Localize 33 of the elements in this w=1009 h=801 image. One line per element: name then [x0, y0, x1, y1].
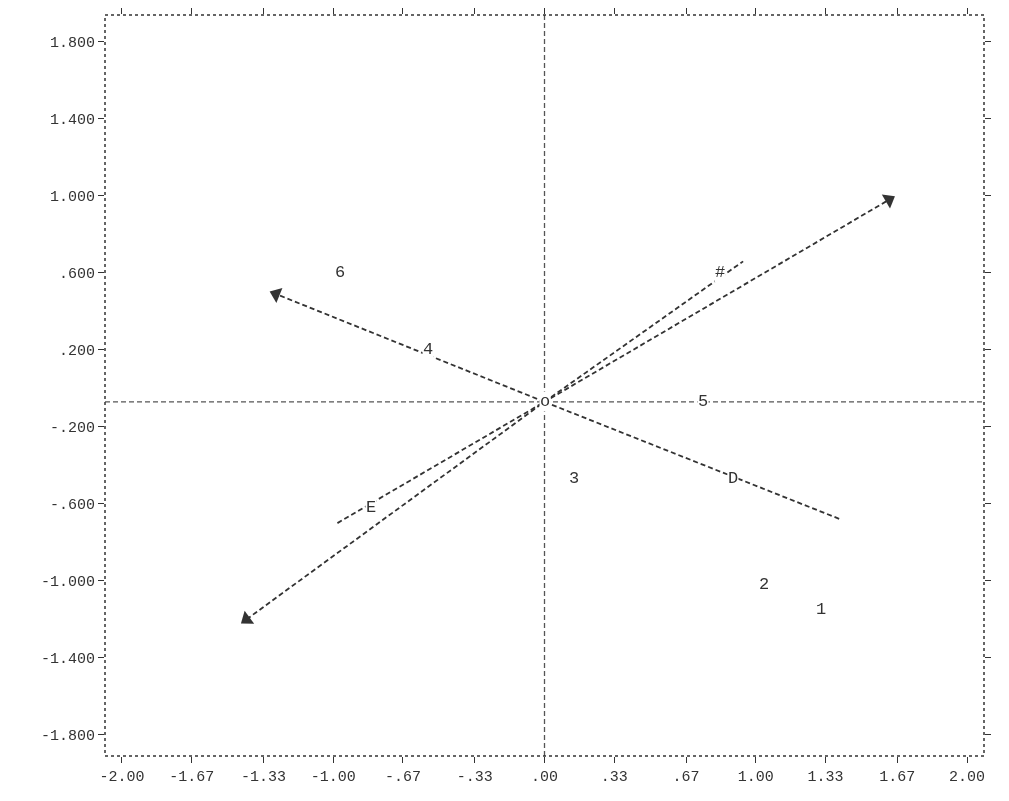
annotation: 5 — [698, 392, 709, 411]
x-tick-label: .67 — [672, 769, 700, 786]
annotation: 4 — [423, 340, 434, 359]
y-tick-label: -1.000 — [40, 574, 95, 592]
x-tick-label: -2.00 — [99, 769, 145, 786]
annotation: 6 — [335, 263, 346, 282]
y-tick-label: -.600 — [49, 497, 95, 515]
x-tick-label: -.33 — [456, 769, 493, 786]
y-tick-label: 1.800 — [49, 35, 95, 53]
y-tick-label: .600 — [58, 266, 95, 284]
x-tick-label: -.67 — [384, 769, 421, 786]
y-tick-label: -.200 — [49, 420, 95, 438]
annotation: E — [366, 498, 377, 517]
x-tick-label: .33 — [600, 769, 628, 786]
annotation: 3 — [569, 469, 580, 488]
y-tick-label: 1.000 — [49, 189, 95, 207]
x-tick-label: -1.00 — [310, 769, 356, 786]
annotation: 2 — [759, 575, 770, 594]
annotation: D — [728, 469, 739, 488]
x-tick-label: -1.67 — [169, 769, 215, 786]
x-tick-label: 1.67 — [879, 769, 916, 786]
x-tick-label: 1.00 — [737, 769, 774, 786]
annotation: # — [715, 263, 726, 282]
x-tick-label: 1.33 — [807, 769, 844, 786]
annotation: o — [540, 392, 551, 411]
annotation: 1 — [816, 600, 827, 619]
x-tick-label: -1.33 — [240, 769, 286, 786]
y-tick-label: -1.800 — [40, 728, 95, 746]
y-tick-label: .200 — [58, 343, 95, 361]
x-tick-label: .00 — [530, 769, 559, 786]
y-tick-label: 1.400 — [49, 112, 95, 130]
x-tick-label: 2.00 — [949, 769, 986, 786]
y-tick-label: -1.400 — [40, 651, 95, 669]
